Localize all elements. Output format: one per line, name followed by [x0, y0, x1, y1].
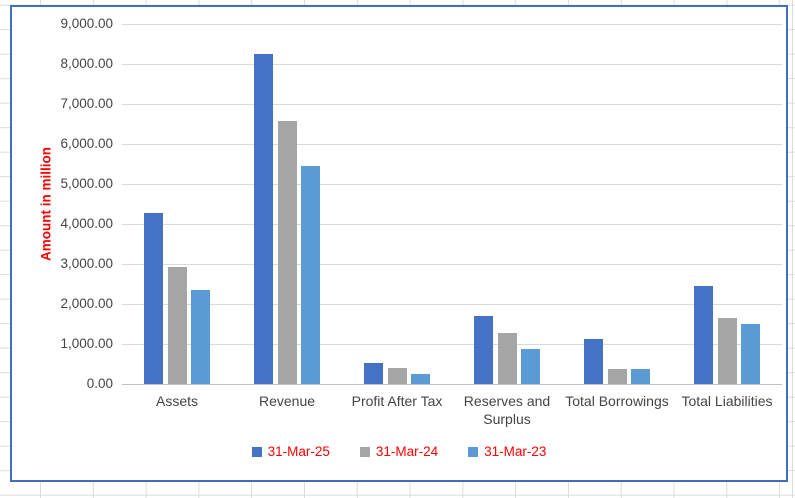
legend-item-31-Mar-24[interactable]: 31-Mar-24	[359, 444, 439, 459]
chart-plot-container: Amount in million 9,000.00 8,000.00 7,000.…	[12, 7, 786, 480]
plot-gridline	[122, 184, 782, 185]
plot-gridline	[122, 104, 782, 105]
plot-gridline	[122, 264, 782, 265]
y-tick-label: 0.00	[86, 376, 113, 391]
x-axis-line	[122, 384, 782, 385]
legend-label: 31-Mar-23	[484, 444, 547, 459]
bar-31-Mar-25-revenue[interactable]	[254, 54, 273, 384]
bar-31-Mar-23-revenue[interactable]	[301, 166, 320, 384]
y-axis-title: Amount in million	[38, 147, 54, 261]
plot-gridline	[122, 344, 782, 345]
bar-31-Mar-23-total-borrowings[interactable]	[631, 368, 650, 384]
category-label: Total Borrowings	[565, 393, 669, 409]
legend-label: 31-Mar-25	[267, 444, 330, 459]
bar-31-Mar-24-reserves-and-surplus[interactable]	[497, 332, 517, 384]
y-tick-label: 7,000.00	[60, 96, 113, 111]
legend-label: 31-Mar-24	[375, 444, 439, 459]
spreadsheet-gridline-right	[792, 0, 793, 498]
bar-31-Mar-23-total-liabilities[interactable]	[741, 324, 760, 384]
bar-31-Mar-25-total-liabilities[interactable]	[694, 286, 713, 384]
plot-area	[122, 24, 782, 385]
bar-31-Mar-25-assets[interactable]	[144, 212, 163, 384]
category-label: Revenue	[258, 393, 316, 409]
y-tick-label: 3,000.00	[60, 256, 113, 271]
plot-gridline	[122, 144, 782, 145]
bar-31-Mar-24-total-liabilities[interactable]	[717, 318, 737, 384]
plot-gridline	[122, 24, 782, 25]
category-label: Assets	[155, 393, 198, 409]
bar-31-Mar-23-reserves-and-surplus[interactable]	[521, 348, 540, 384]
y-tick-label: 1,000.00	[60, 336, 113, 351]
legend: 31-Mar-25 31-Mar-24 31-Mar-23	[12, 444, 786, 459]
bar-31-Mar-25-profit-after-tax[interactable]	[364, 363, 383, 384]
bar-31-Mar-24-total-borrowings[interactable]	[607, 368, 627, 384]
legend-item-31-Mar-23[interactable]: 31-Mar-23	[468, 444, 546, 459]
y-tick-label: 5,000.00	[60, 176, 113, 191]
category-label: Reserves and Surplus	[463, 393, 551, 428]
y-tick-label: 6,000.00	[60, 136, 113, 151]
legend-swatch-icon	[468, 446, 479, 457]
y-tick-label: 2,000.00	[60, 296, 113, 311]
bar-31-Mar-23-profit-after-tax[interactable]	[411, 374, 430, 384]
category-label: Profit After Tax	[351, 393, 443, 409]
chart-area[interactable]: Amount in million 9,000.00 8,000.00 7,000.…	[10, 5, 788, 482]
bar-31-Mar-24-assets[interactable]	[167, 266, 187, 384]
legend-swatch-icon	[251, 446, 262, 457]
category-label: Total Liabilities	[681, 393, 773, 409]
bar-31-Mar-25-reserves-and-surplus[interactable]	[474, 316, 493, 384]
legend-item-31-Mar-25[interactable]: 31-Mar-25	[251, 444, 330, 459]
plot-gridline	[122, 304, 782, 305]
y-tick-label: 4,000.00	[60, 216, 113, 231]
bar-31-Mar-24-profit-after-tax[interactable]	[387, 368, 407, 384]
bar-31-Mar-25-total-borrowings[interactable]	[584, 338, 603, 384]
y-tick-label: 9,000.00	[60, 16, 113, 31]
bar-31-Mar-24-revenue[interactable]	[277, 120, 297, 384]
bar-31-Mar-23-assets[interactable]	[191, 289, 210, 384]
plot-gridline	[122, 64, 782, 65]
legend-swatch-icon	[359, 446, 370, 457]
y-tick-label: 8,000.00	[60, 56, 113, 71]
plot-gridline	[122, 224, 782, 225]
